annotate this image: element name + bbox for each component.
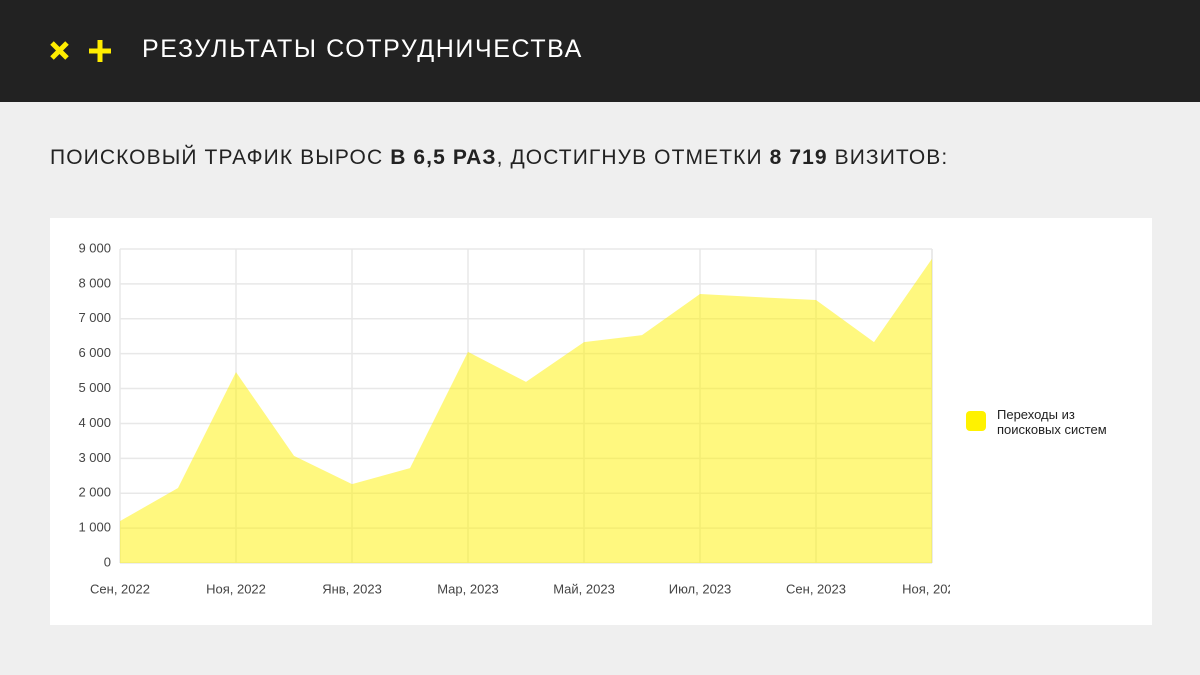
- chart-panel: 0 1 000 2 000 3 000 4 000 5 000 6 000 7 000 8 00…: [50, 218, 1152, 625]
- subtitle-highlight: В 6,5 РАЗ: [390, 146, 497, 169]
- x-tick-label: Мар, 2023: [437, 581, 499, 596]
- subtitle-highlight: 8 719: [769, 146, 828, 169]
- subtitle-text: , ДОСТИГНУВ ОТМЕТКИ: [496, 146, 770, 169]
- chart: 0 1 000 2 000 3 000 4 000 5 000 6 000 7 000 8 00…: [78, 240, 950, 596]
- y-tick-label: 1 000: [78, 520, 111, 535]
- y-tick-label: 6 000: [78, 345, 111, 360]
- y-tick-label: 9 000: [78, 240, 111, 255]
- x-tick-label: Сен, 2022: [90, 581, 150, 596]
- logo-icons: [50, 40, 111, 62]
- area: [120, 258, 932, 563]
- y-tick-label: 0: [104, 554, 111, 569]
- y-tick-label: 2 000: [78, 485, 111, 500]
- y-tick-label: 7 000: [78, 310, 111, 325]
- page-title: РЕЗУЛЬТАТЫ СОТРУДНИЧЕСТВА: [142, 35, 583, 63]
- header-bar: РЕЗУЛЬТАТЫ СОТРУДНИЧЕСТВА: [0, 0, 1200, 102]
- x-tick-label: Ноя, 2023: [902, 581, 950, 596]
- y-tick-label: 3 000: [78, 450, 111, 465]
- x-tick-label: Янв, 2023: [322, 581, 382, 596]
- subtitle-text: ПОИСКОВЫЙ ТРАФИК ВЫРОС: [50, 146, 391, 169]
- legend-label: Переходы из поисковых систем: [997, 407, 1107, 437]
- y-tick-label: 8 000: [78, 275, 111, 290]
- subtitle-text: ВИЗИТОВ:: [827, 146, 949, 169]
- legend-swatch: [966, 411, 986, 431]
- x-tick-label: Сен, 2023: [786, 581, 846, 596]
- x-tick-label: Май, 2023: [553, 581, 615, 596]
- y-tick-label: 5 000: [78, 380, 111, 395]
- x-tick-label: Июл, 2023: [669, 581, 732, 596]
- x-tick-label: Ноя, 2022: [206, 581, 266, 596]
- subtitle: ПОИСКОВЫЙ ТРАФИК ВЫРОС В 6,5 РАЗ, ДОСТИГ…: [50, 146, 948, 170]
- y-tick-label: 4 000: [78, 415, 111, 430]
